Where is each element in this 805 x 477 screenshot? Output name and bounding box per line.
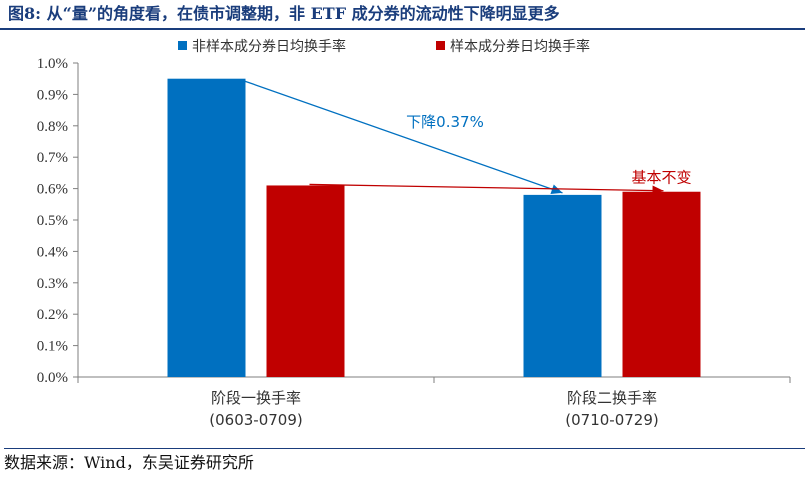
legend-label-1: 样本成分券日均换手率	[450, 38, 590, 55]
y-tick-label: 0.0%	[37, 370, 68, 386]
annotations: 下降0.37% 基本不变	[243, 80, 692, 196]
legend-swatch-0	[178, 41, 187, 50]
bar-series-1-cat-1	[622, 191, 701, 377]
y-tick-label: 0.4%	[37, 244, 68, 260]
bar-series-0-cat-1	[523, 194, 602, 377]
annotation-label-1: 基本不变	[631, 169, 691, 187]
legend-swatch-1	[436, 41, 445, 50]
bars	[167, 78, 701, 377]
x-category-label: (0603-0709)	[209, 411, 302, 429]
bar-series-0-cat-0	[167, 78, 246, 377]
legend: 非样本成分券日均换手率 样本成分券日均换手率	[178, 38, 590, 55]
y-tick-label: 0.8%	[37, 119, 68, 135]
y-axis: 0.0% 0.1% 0.2% 0.3% 0.4% 0.5% 0.6% 0.7% 0.8% 0.9%…	[37, 56, 79, 386]
bar-chart: 非样本成分券日均换手率 样本成分券日均换手率 0.0%0.1%0.2%0.3%0.…	[37, 38, 791, 429]
bar-series-1-cat-0	[266, 185, 345, 377]
annotation-arrow-line-1	[309, 183, 664, 192]
y-tick-label: 0.7%	[37, 150, 68, 166]
y-tick-label: 0.5%	[37, 213, 68, 229]
y-tick-label: 0.9%	[37, 87, 68, 103]
data-source-note: 数据来源：Wind，东吴证券研究所	[4, 448, 805, 477]
y-tick-label: 1.0%	[37, 56, 68, 72]
x-category-label: 阶段二换手率	[567, 389, 657, 407]
x-category-label: 阶段一换手率	[211, 389, 301, 407]
annotation-arrow-line-0	[243, 80, 563, 194]
figure-title: 图8: 从“量”的角度看，在债市调整期，非 ETF 成分券的流动性下降明显更多	[0, 0, 805, 30]
annotation-label-0: 下降0.37%	[406, 113, 484, 131]
legend-label-0: 非样本成分券日均换手率	[192, 38, 346, 55]
annotation-arrowhead-1	[652, 185, 664, 196]
y-tick-label: 0.6%	[37, 182, 68, 198]
x-category-label: (0710-0729)	[565, 411, 658, 429]
y-tick-label: 0.2%	[37, 307, 68, 323]
y-tick-label: 0.1%	[37, 339, 68, 355]
x-axis: 阶段一换手率 (0603-0709) 阶段二换手率 (0710-0729)	[77, 376, 791, 429]
y-tick-label: 0.3%	[37, 276, 68, 292]
